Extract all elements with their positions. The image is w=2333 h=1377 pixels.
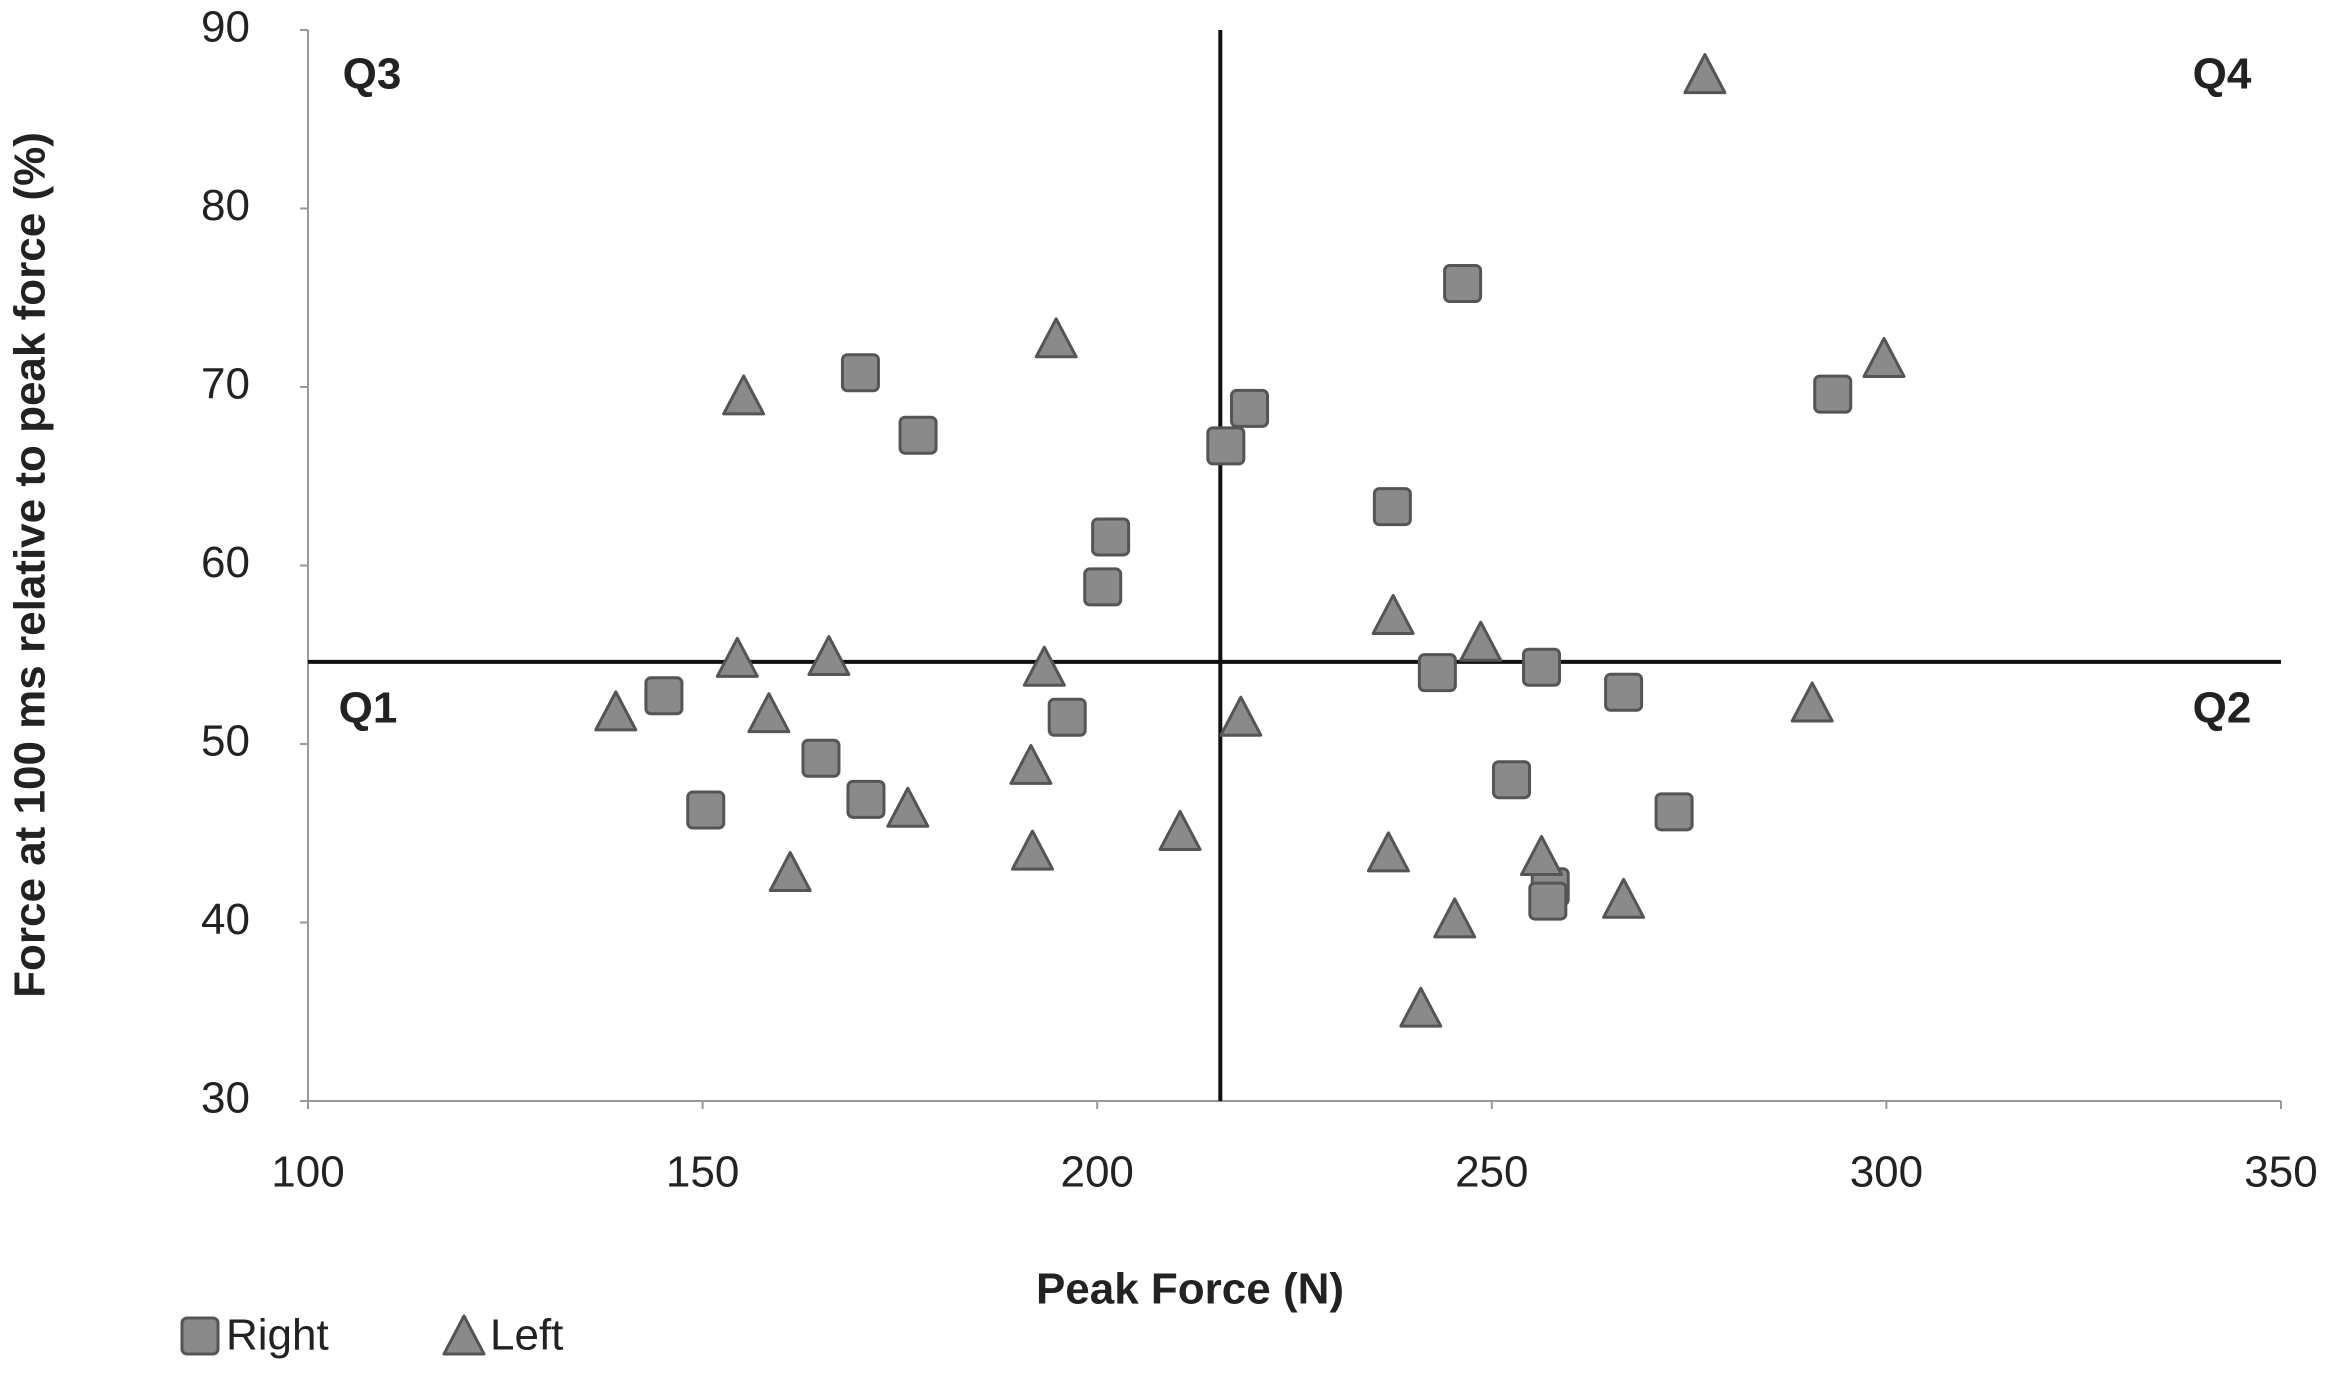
x-tick-label: 200 [1060,1148,1133,1197]
point [1009,743,1053,785]
point [1399,986,1443,1028]
point [1219,695,1263,737]
point [1091,517,1131,557]
legend-marker [442,1314,486,1356]
x-tick-label: 150 [666,1148,739,1197]
point [898,415,938,455]
point [1366,831,1410,873]
point [1047,697,1087,737]
quadrant-label: Q3 [343,50,402,99]
legend-marker [180,1316,220,1356]
point [686,790,726,830]
quadrant-label: Q1 [339,684,398,733]
x-tick-label: 300 [1850,1148,1923,1197]
legend-label: Left [490,1311,563,1360]
quadrant-label: Q4 [2193,50,2252,99]
y-tick-label: 70 [201,360,250,409]
point [1010,829,1054,871]
point [1230,388,1270,428]
point [594,690,638,732]
point [644,676,684,716]
y-tick-label: 30 [201,1074,250,1123]
point [1433,897,1477,939]
y-tick-label: 90 [201,3,250,52]
y-axis-title: Force at 100 ms relative to peak force (… [6,132,55,998]
x-tick-label: 100 [271,1148,344,1197]
legend-label: Right [226,1311,329,1360]
y-tick-label: 80 [201,181,250,230]
point [1604,672,1644,712]
x-axis-title: Peak Force (N) [1036,1265,1344,1314]
point [1520,834,1564,876]
y-tick-label: 40 [201,895,250,944]
point [1790,681,1834,723]
point [1602,877,1646,919]
y-tick-label: 50 [201,717,250,766]
point [840,353,880,393]
point [1083,567,1123,607]
point [1022,645,1066,687]
point [1492,760,1532,800]
point [886,786,930,828]
x-tick-label: 250 [1455,1148,1528,1197]
point [807,635,851,677]
point [1417,653,1457,693]
point [1683,53,1727,95]
point [1522,647,1562,687]
quadrant-label: Q2 [2193,684,2252,733]
point [1034,317,1078,359]
point [1528,881,1568,921]
point [1206,426,1246,466]
point [1862,336,1906,378]
point [1813,374,1853,414]
y-tick-label: 60 [201,538,250,587]
point [768,851,812,893]
point [1158,809,1202,851]
point [1371,593,1415,635]
point [1654,792,1694,832]
point [747,692,791,734]
point [722,374,766,416]
point [715,636,759,678]
point [801,738,841,778]
point [1443,263,1483,303]
point [1372,487,1412,527]
point [1459,620,1503,662]
x-tick-label: 350 [2244,1148,2317,1197]
point [846,779,886,819]
